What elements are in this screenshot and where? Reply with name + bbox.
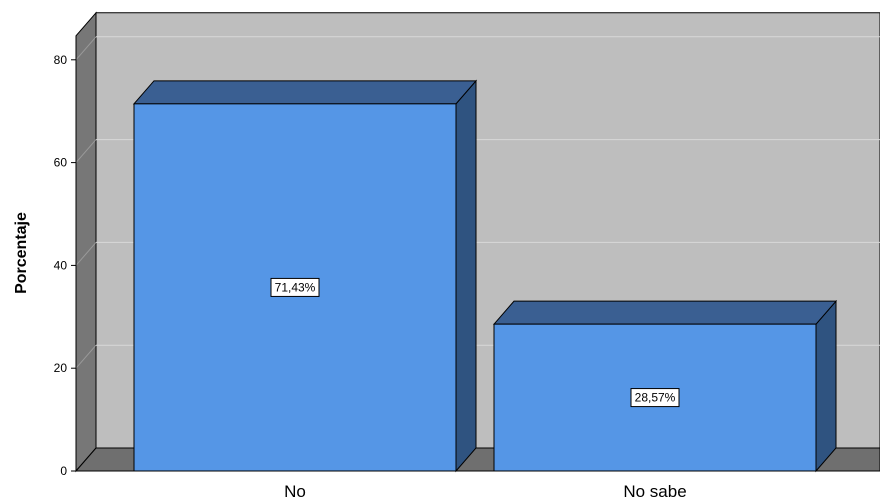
bar-top (492, 300, 838, 325)
bar-no-sabe: 28,57% (492, 299, 838, 473)
y-axis-ticks: 0 20 40 60 80 (54, 49, 77, 478)
y-tick-label: 60 (54, 156, 68, 170)
side-wall (75, 11, 97, 473)
y-tick-label: 0 (60, 464, 67, 478)
y-tick-label: 20 (54, 361, 68, 375)
y-tick-label: 80 (54, 53, 68, 67)
x-category-label: No sabe (623, 482, 686, 501)
bar-side (815, 299, 837, 473)
bar-no: 71,43% (132, 79, 478, 473)
gridline-side (75, 139, 97, 163)
x-axis-categories: No No sabe (284, 482, 687, 501)
data-label: 71,43% (275, 280, 316, 294)
bar-top (132, 80, 478, 105)
data-label: 28,57% (635, 391, 676, 405)
gridline-side (75, 242, 97, 266)
bar-side (455, 79, 477, 473)
gridline-side (75, 36, 97, 61)
data-label-box (630, 388, 680, 408)
gridline-side (75, 344, 97, 369)
bars: 71,43% 28,57% (132, 79, 838, 473)
data-label-box (270, 277, 320, 297)
y-axis-title: Porcentaje (13, 212, 30, 294)
x-category-label: No (284, 482, 306, 501)
y-tick-label: 40 (54, 258, 68, 272)
